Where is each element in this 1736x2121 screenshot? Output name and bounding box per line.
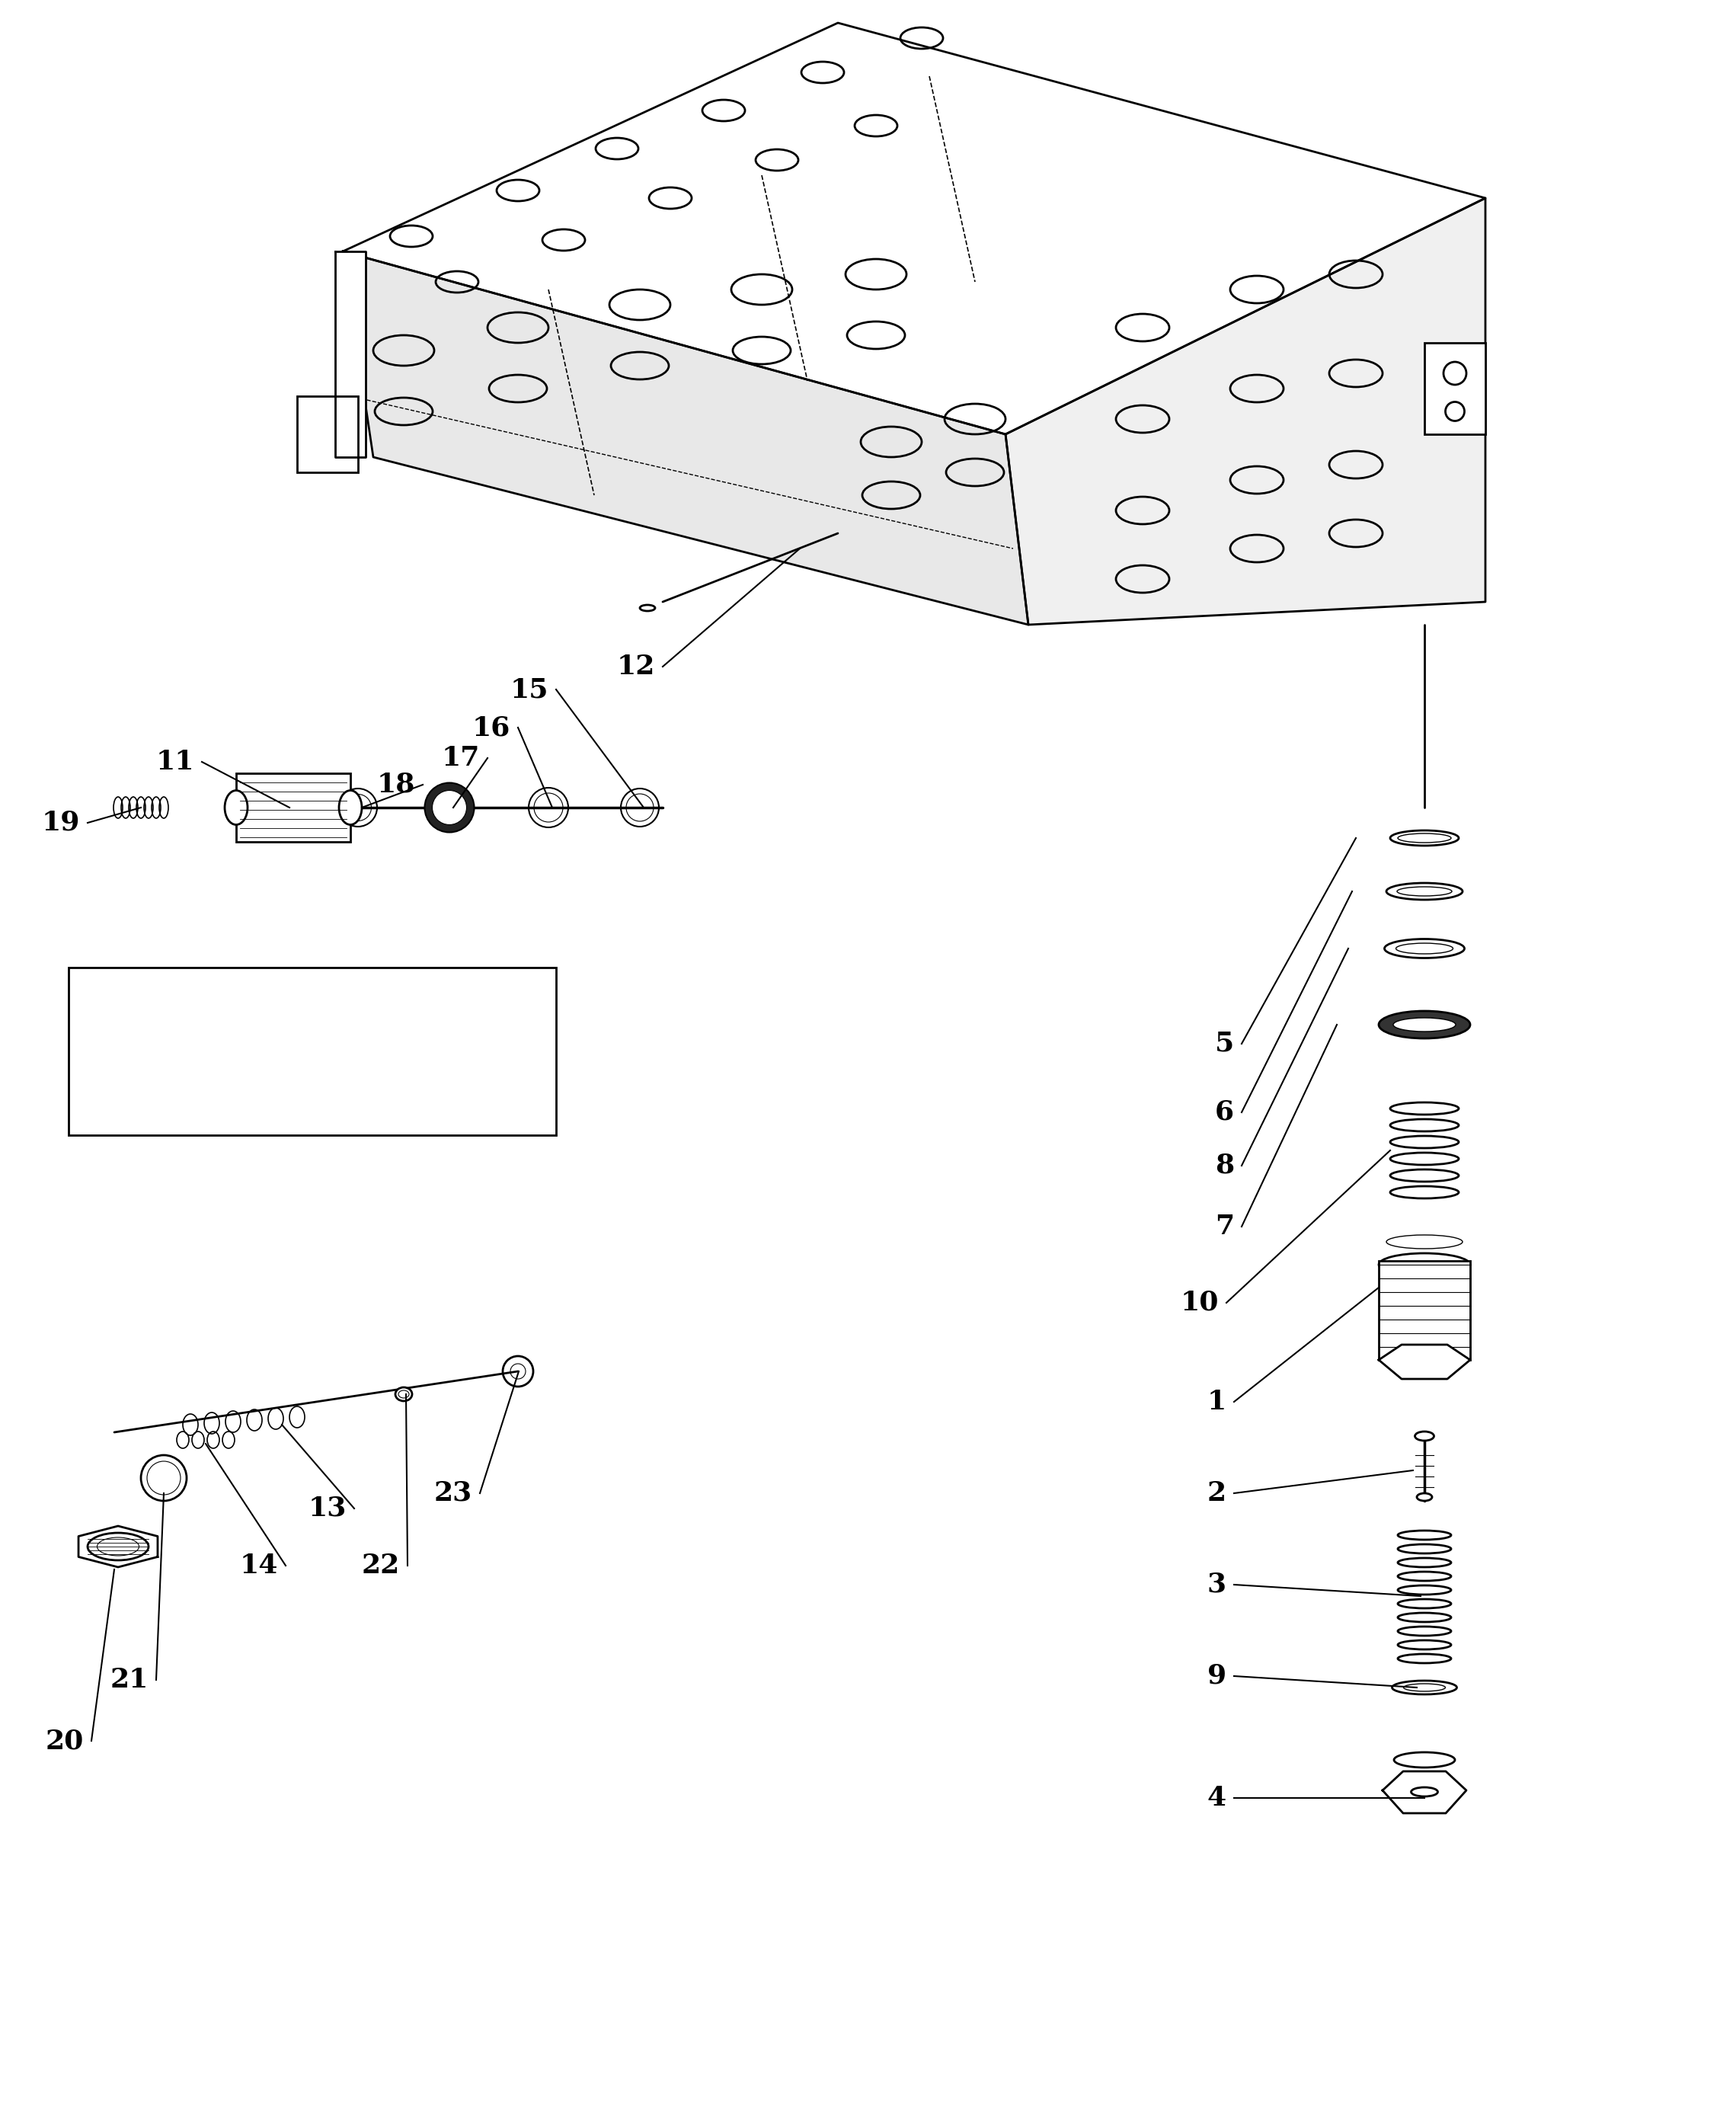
Ellipse shape [1378,1254,1470,1277]
Text: 14: 14 [240,1553,278,1578]
Ellipse shape [398,1391,410,1398]
Ellipse shape [224,791,248,825]
Polygon shape [342,252,1028,626]
Ellipse shape [1403,1684,1446,1690]
Text: 3: 3 [1207,1572,1226,1597]
Text: 22: 22 [361,1553,399,1578]
Bar [297,397,358,473]
Text: 17: 17 [441,744,479,772]
Ellipse shape [1417,1493,1432,1502]
Text: 21: 21 [109,1667,149,1693]
Ellipse shape [339,791,361,825]
Ellipse shape [1397,887,1451,895]
Polygon shape [78,1525,158,1567]
Ellipse shape [87,1533,149,1561]
Text: 13: 13 [309,1495,347,1521]
Ellipse shape [641,604,654,611]
Bar [68,967,556,1135]
Text: 16: 16 [472,715,510,740]
Ellipse shape [1396,944,1453,954]
Text: 1: 1 [1207,1389,1226,1415]
Ellipse shape [1394,1018,1457,1031]
Text: 6: 6 [1215,1099,1234,1126]
Text: 11: 11 [156,749,194,774]
Text: 18: 18 [377,772,415,797]
Ellipse shape [432,791,467,825]
Polygon shape [1005,197,1486,626]
Text: 12: 12 [616,653,654,679]
Ellipse shape [1387,1234,1462,1249]
Bar [236,774,351,842]
Text: 2: 2 [1207,1480,1226,1506]
Polygon shape [342,23,1486,435]
Text: 23: 23 [434,1480,472,1506]
Ellipse shape [1387,882,1462,899]
Text: 9: 9 [1207,1663,1226,1688]
Ellipse shape [1384,940,1465,959]
Ellipse shape [1391,831,1458,846]
Text: 15: 15 [510,677,549,702]
Text: 8: 8 [1215,1152,1234,1179]
Bar [1425,344,1486,435]
Ellipse shape [1392,1680,1457,1695]
Ellipse shape [396,1387,411,1402]
Text: 7: 7 [1215,1213,1234,1239]
Text: 19: 19 [42,810,80,836]
Polygon shape [1378,1345,1470,1379]
Polygon shape [1382,1771,1467,1813]
Text: 5: 5 [1215,1031,1234,1056]
Ellipse shape [1394,1752,1455,1767]
Ellipse shape [1397,834,1451,842]
Ellipse shape [1378,1012,1470,1039]
Bar [1391,1101,1458,1211]
Polygon shape [335,252,366,458]
Ellipse shape [1415,1432,1434,1440]
Bar [1378,1260,1470,1360]
Ellipse shape [425,783,474,831]
Ellipse shape [97,1538,139,1555]
Text: 10: 10 [1180,1290,1219,1315]
Text: 4: 4 [1207,1786,1226,1811]
Text: 20: 20 [45,1729,83,1754]
Ellipse shape [1411,1788,1437,1796]
